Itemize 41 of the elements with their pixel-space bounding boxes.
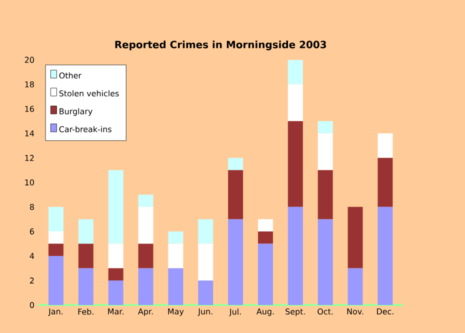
- bar: [168, 244, 184, 268]
- bar: [258, 244, 273, 305]
- bar: [348, 206, 363, 268]
- bar: [288, 84, 303, 122]
- chart-title: Reported Crimes in Morningside 2003: [115, 40, 326, 50]
- bar: [198, 244, 214, 280]
- bar: [78, 244, 94, 268]
- bar: [288, 206, 303, 305]
- bar: [318, 133, 333, 170]
- bar: [378, 206, 393, 305]
- bar: [288, 121, 303, 207]
- bar: [78, 219, 94, 244]
- bar: [108, 170, 124, 244]
- bar: [258, 231, 273, 244]
- bar: [198, 280, 214, 305]
- bar: [78, 268, 94, 305]
- bar: [48, 256, 64, 305]
- bar: [108, 268, 124, 280]
- bar: [318, 219, 333, 305]
- bar: [138, 268, 154, 305]
- bar: [258, 219, 273, 232]
- bar: [198, 219, 214, 244]
- bar: [108, 244, 124, 268]
- bar: [288, 60, 303, 84]
- bar: [348, 268, 363, 305]
- bar: [378, 133, 393, 158]
- bar: [228, 158, 244, 170]
- bar: [48, 206, 64, 232]
- bar: [168, 268, 184, 305]
- bar: [48, 231, 64, 244]
- bar: [48, 244, 64, 256]
- bar: [138, 194, 154, 207]
- bar: [378, 158, 393, 207]
- bar: [228, 219, 244, 305]
- bar: [168, 231, 184, 244]
- bar: [138, 206, 154, 244]
- bar: [108, 280, 124, 305]
- bar: [318, 170, 333, 220]
- bar: [228, 170, 244, 220]
- bar: [138, 244, 154, 268]
- bar: [318, 121, 333, 134]
